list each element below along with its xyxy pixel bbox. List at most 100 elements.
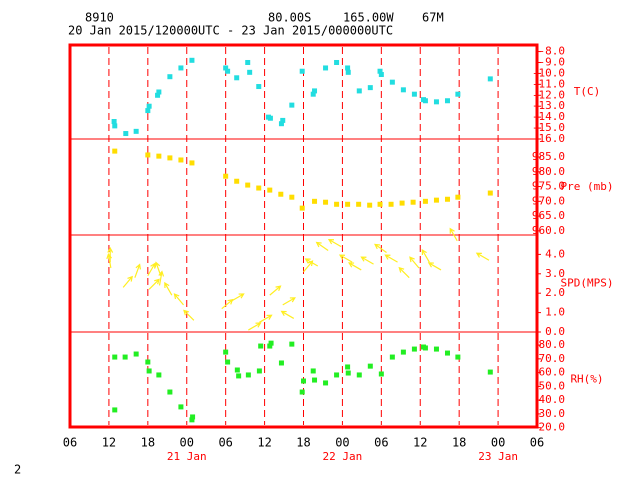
x-tick-label: 12 [413,436,427,450]
data-point [146,368,152,374]
data-point [334,59,340,65]
wind-arrow [427,262,442,271]
y-axis-label: SPD(MPS) [561,277,614,290]
data-point [123,131,129,137]
data-point [422,345,428,351]
y-tick-label: -10.0 [532,66,565,79]
data-point [156,89,162,95]
data-point [356,201,362,207]
data-point [111,119,117,125]
x-tick-label: 18 [296,436,310,450]
elevation: 67M [422,11,444,25]
x-tick-label: 06 [218,436,232,450]
x-tick-label: 12 [102,436,116,450]
data-point [433,197,439,203]
wind-arrow [475,252,490,261]
data-point [389,79,395,85]
y-axis-label: Pre (mb) [561,180,614,193]
data-point [267,115,273,121]
y-tick-label: 980.0 [532,165,565,178]
data-point [410,199,416,205]
data-point [312,198,318,204]
wind-arrow [221,298,234,310]
data-point [247,69,253,75]
wind-arrow [409,256,420,269]
data-point [400,349,406,355]
wind-arrow [348,262,362,271]
data-point [334,372,340,378]
y-tick-label: 960.0 [532,224,565,237]
day-label: 22 Jan [323,450,363,463]
data-point [146,103,152,109]
data-point [310,368,316,374]
data-point [234,178,240,184]
wind-arrow [374,243,387,253]
wind-arrow [147,262,156,277]
y-tick-label: -12.0 [532,88,565,101]
x-tick-label: 06 [530,436,544,450]
data-point [280,117,286,123]
data-point [225,68,231,74]
data-point [225,359,231,365]
data-point [156,372,162,378]
wind-arrow [248,322,262,331]
data-point [245,59,251,65]
data-point [223,65,229,71]
data-point [267,343,273,349]
data-point [167,74,173,80]
data-point [278,121,284,127]
x-tick-label: 18 [141,436,155,450]
data-point [268,340,274,346]
y-tick-label: -11.0 [532,77,565,90]
station-id: 8910 [85,11,114,25]
wind-arrow [449,227,458,242]
y-tick-label: -15.0 [532,121,565,134]
data-point [112,407,118,413]
y-tick-label: 60.0 [539,366,566,379]
wind-arrow [106,252,113,269]
y-tick-label: -16.0 [532,132,565,145]
data-point [356,372,362,378]
y-tick-label: 80.0 [539,338,566,351]
data-point [345,201,351,207]
wind-arrow [280,310,295,319]
wind-arrow [304,258,319,267]
data-point [411,346,417,352]
data-point [422,198,428,204]
page-number: 2 [14,463,21,477]
data-point [388,201,394,207]
wind-arrow [154,261,162,276]
wind-arrow [360,256,374,265]
wind-arrow [107,246,114,263]
wind-arrow [183,309,195,321]
data-point [278,191,284,197]
data-point [223,349,229,355]
data-point [299,389,305,395]
data-point [444,196,450,202]
x-tick-label: 00 [335,436,349,450]
data-point [145,359,151,365]
data-point [112,123,118,129]
y-tick-label: 50.0 [539,379,566,392]
data-point [256,185,262,191]
data-point [278,360,284,366]
wind-arrow [164,281,173,296]
data-point [377,201,383,207]
y-tick-label: 4.0 [545,247,565,260]
data-point [289,194,295,200]
y-tick-label: 1.0 [545,306,565,319]
data-point [399,200,405,206]
data-point [378,72,384,78]
data-point [178,157,184,163]
plot-frame [68,43,539,429]
y-tick-label: -14.0 [532,110,565,123]
data-point [112,354,118,360]
data-point [189,160,195,166]
data-point [310,91,316,97]
data-point [487,369,493,375]
wind-arrow [338,254,353,263]
data-point [236,373,242,379]
wind-arrow [303,260,314,273]
data-point [189,57,195,63]
data-point [400,87,406,93]
